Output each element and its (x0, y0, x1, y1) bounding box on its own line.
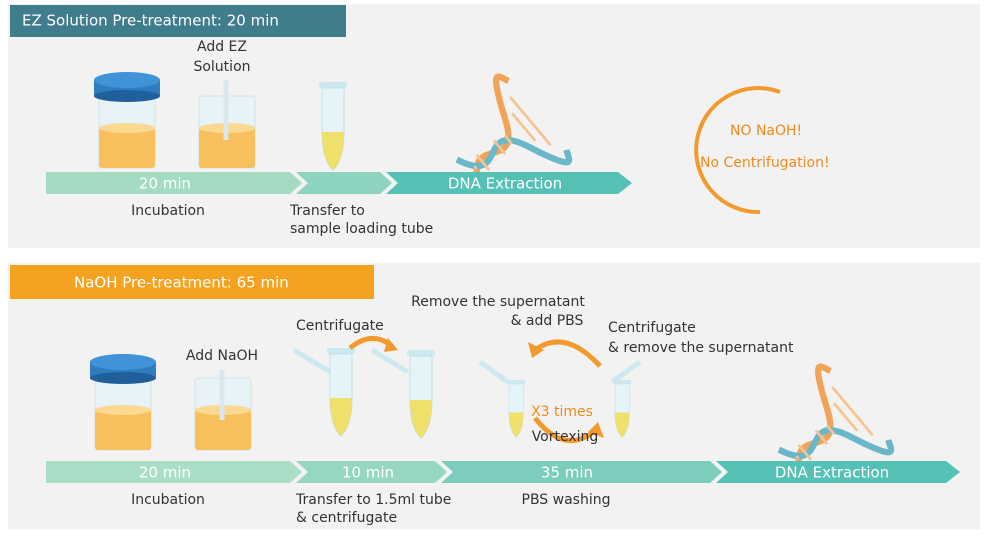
bar-label: 35 min (541, 464, 593, 482)
bar-label: DNA Extraction (448, 175, 562, 193)
cup (90, 354, 156, 450)
panel-title: NaOH Pre-treatment: 65 min (74, 274, 289, 292)
bar-label: 10 min (342, 464, 394, 482)
label: Solution (193, 59, 250, 75)
note: No Centrifugation! (700, 155, 830, 171)
cup (94, 72, 160, 168)
caption: sample loading tube (290, 221, 433, 237)
diagram: EZ Solution Pre-treatment: 20 min Add EZ… (0, 0, 984, 536)
caption: & centrifugate (296, 510, 397, 526)
label: X3 times (531, 404, 593, 420)
label: & remove the supernatant (608, 340, 794, 356)
label: Centrifugate (608, 320, 696, 336)
bar-label: 20 min (139, 175, 191, 193)
arrow-bar (296, 172, 392, 194)
bar-label: DNA Extraction (775, 464, 889, 482)
label: & add PBS (511, 313, 584, 329)
label: Vortexing (532, 429, 599, 445)
label: Add NaOH (186, 348, 258, 364)
caption: Transfer to 1.5ml tube (295, 492, 451, 508)
panel-title: EZ Solution Pre-treatment: 20 min (22, 12, 279, 30)
label: Remove the supernatant (411, 294, 585, 310)
label: Add EZ (197, 39, 247, 55)
note: NO NaOH! (730, 123, 802, 139)
caption: PBS washing (522, 492, 611, 508)
caption: Transfer to (289, 203, 365, 219)
label: Centrifugate (296, 318, 384, 334)
caption: Incubation (131, 492, 205, 508)
bar-label: 20 min (139, 464, 191, 482)
caption: Incubation (131, 203, 205, 219)
